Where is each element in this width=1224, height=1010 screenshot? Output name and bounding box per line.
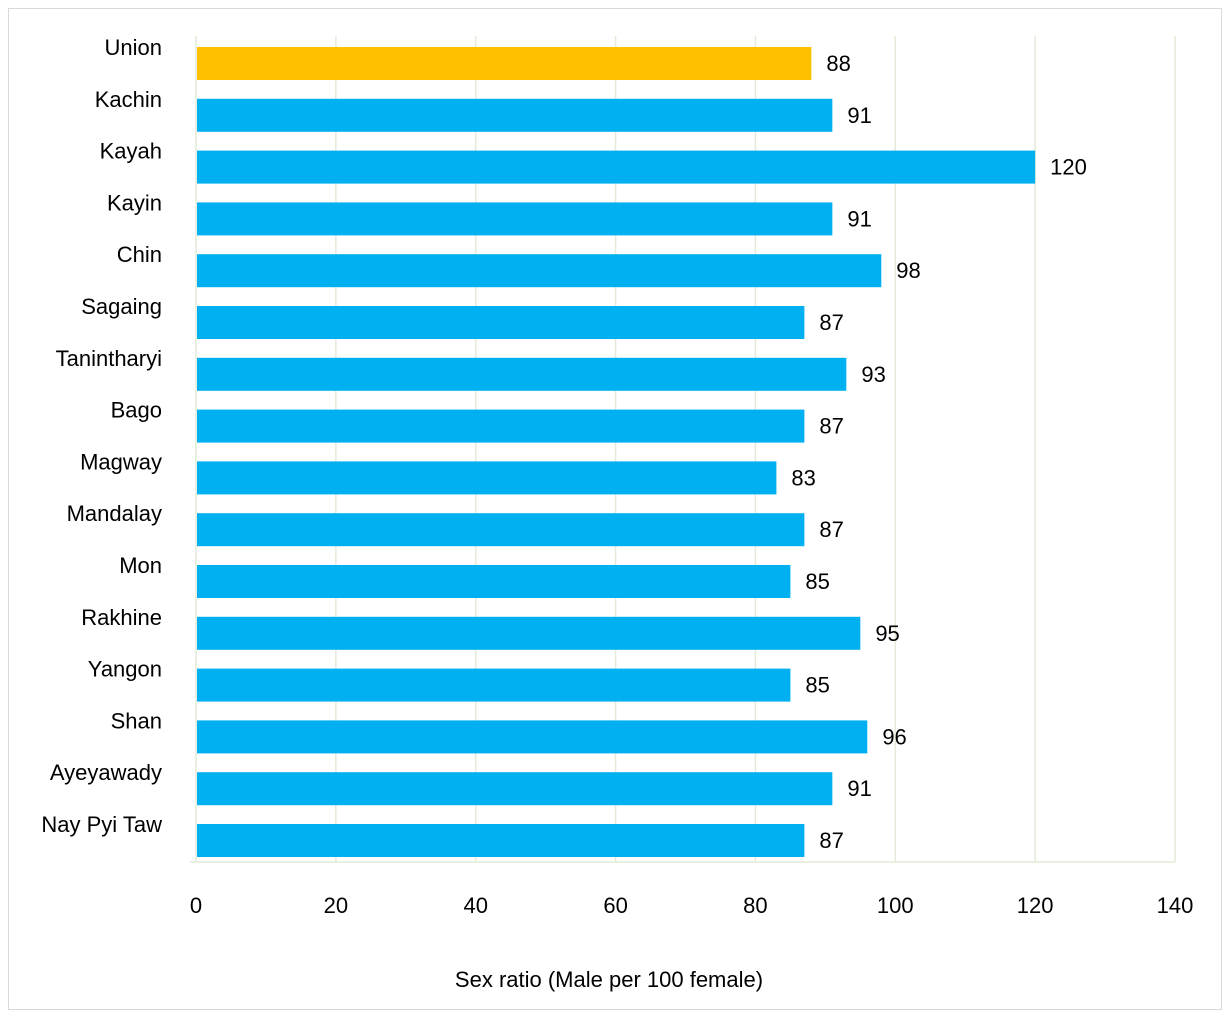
x-tick-label: 120 <box>1017 893 1054 918</box>
bar-nay-pyi-taw <box>197 824 805 857</box>
x-tick-label: 80 <box>743 893 767 918</box>
bar-magway <box>197 461 777 495</box>
data-label: 91 <box>847 776 871 801</box>
data-label: 120 <box>1050 155 1087 180</box>
x-tick-label: 140 <box>1157 893 1194 918</box>
category-label: Yangon <box>88 657 162 682</box>
x-axis-title: Sex ratio (Male per 100 female) <box>455 967 763 992</box>
bar-tanintharyi <box>197 357 847 391</box>
category-label: Sagaing <box>81 294 162 319</box>
category-label: Nay Pyi Taw <box>41 812 162 837</box>
category-label: Tanintharyi <box>56 346 162 371</box>
category-label: Magway <box>80 449 162 474</box>
bar-rakhine <box>197 616 861 650</box>
bar-union <box>197 47 812 80</box>
data-label: 87 <box>819 517 843 542</box>
bar-kayah <box>197 150 1036 184</box>
x-tick-label: 40 <box>463 893 487 918</box>
data-label: 85 <box>805 673 829 698</box>
bar-chin <box>197 254 882 288</box>
bar-yangon <box>197 668 791 702</box>
bar-bago <box>197 409 805 443</box>
category-label: Bago <box>111 398 162 423</box>
x-tick-label: 100 <box>877 893 914 918</box>
data-label: 93 <box>861 362 885 387</box>
category-label: Kachin <box>95 87 162 112</box>
category-label: Union <box>105 35 162 60</box>
data-labels: 88 91 120 91 98 87 93 87 83 87 85 95 85 96 91 87 <box>791 51 1086 853</box>
x-tick-label: 0 <box>190 893 202 918</box>
category-label: Mon <box>119 553 162 578</box>
x-tick-label: 20 <box>324 893 348 918</box>
category-label: Rakhine <box>81 605 162 630</box>
category-label: Chin <box>117 242 162 267</box>
data-label: 91 <box>847 206 871 231</box>
bar-kayin <box>197 202 833 236</box>
data-label: 98 <box>896 258 920 283</box>
category-label: Ayeyawady <box>50 760 162 785</box>
bar-ayeyawady <box>197 772 833 806</box>
category-label: Kayin <box>107 190 162 215</box>
data-label: 91 <box>847 103 871 128</box>
bar-mandalay <box>197 513 805 547</box>
x-tick-label: 60 <box>603 893 627 918</box>
data-label: 95 <box>875 621 899 646</box>
data-label: 96 <box>882 724 906 749</box>
bar-shan <box>197 720 868 754</box>
data-label: 85 <box>805 569 829 594</box>
bars <box>197 47 1036 857</box>
bar-kachin <box>197 98 833 132</box>
category-label: Shan <box>111 708 162 733</box>
bar-sagaing <box>197 306 805 339</box>
data-label: 87 <box>819 310 843 335</box>
data-label: 83 <box>791 465 815 490</box>
x-tick-labels: 0 20 40 60 80 100 120 140 <box>190 893 1193 918</box>
data-label: 87 <box>819 414 843 439</box>
category-label: Mandalay <box>67 501 162 526</box>
category-label: Kayah <box>100 139 162 164</box>
data-label: 87 <box>819 828 843 853</box>
category-labels: Union Kachin Kayah Kayin Chin Sagaing Tanintha… <box>41 35 162 837</box>
bar-mon <box>197 565 791 598</box>
data-label: 88 <box>826 51 850 76</box>
